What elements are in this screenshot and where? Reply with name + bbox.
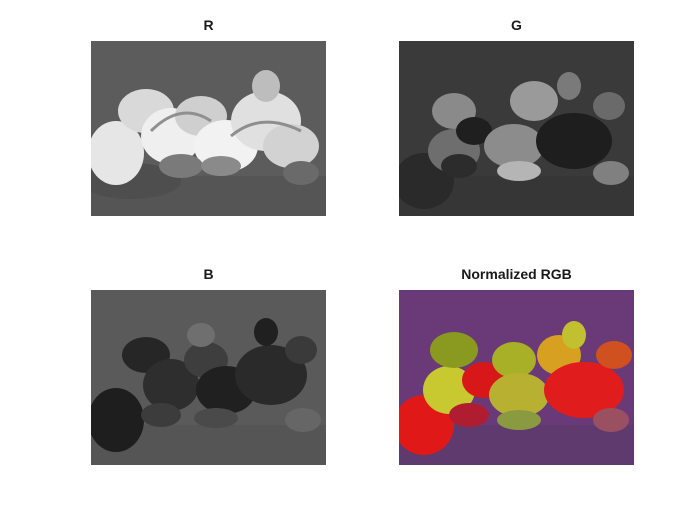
panel-title-r: R [203,17,214,33]
panel-g: G [399,17,634,216]
panel-normalized-rgb: Normalized RGB [399,266,634,465]
panel-title-g: G [511,17,522,33]
image-b-channel [91,290,326,465]
panel-title-b: B [203,266,214,282]
panel-b: B [91,266,326,465]
panel-title-normalized-rgb: Normalized RGB [461,266,572,282]
image-r-channel [91,41,326,216]
image-g-channel [399,41,634,216]
image-normalized-rgb [399,290,634,465]
panel-r: R [91,17,326,216]
